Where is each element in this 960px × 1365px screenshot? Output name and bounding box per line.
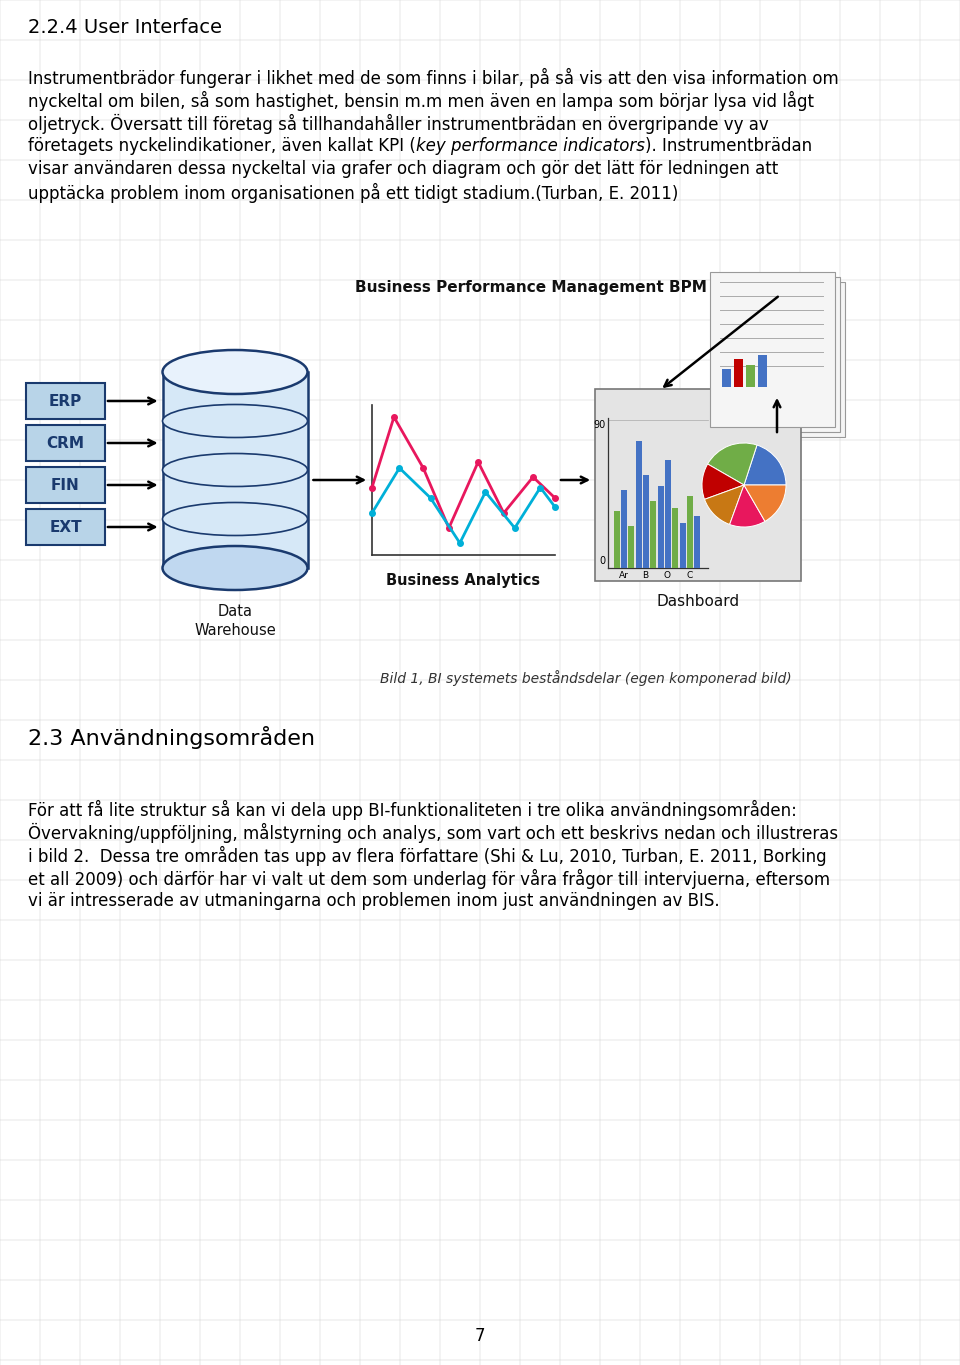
Wedge shape: [730, 485, 765, 527]
Wedge shape: [702, 464, 744, 500]
Text: 2.2.4 User Interface: 2.2.4 User Interface: [28, 18, 222, 37]
Ellipse shape: [162, 453, 307, 486]
Text: 7: 7: [475, 1327, 485, 1345]
Text: vi är intresserade av utmaningarna och problemen inom just användningen av BIS.: vi är intresserade av utmaningarna och p…: [28, 891, 720, 910]
Text: 2.3 Användningsområden: 2.3 Användningsområden: [28, 726, 315, 749]
Text: Bild 1, BI systemets beståndsdelar (egen komponerad bild): Bild 1, BI systemets beståndsdelar (egen…: [380, 670, 792, 687]
Ellipse shape: [162, 546, 307, 590]
Text: et all 2009) och därför har vi valt ut dem som underlag för våra frågor till int: et all 2009) och därför har vi valt ut d…: [28, 870, 830, 889]
Text: 0: 0: [600, 556, 606, 566]
Bar: [643, 475, 649, 568]
Text: CRM: CRM: [46, 435, 84, 450]
Wedge shape: [708, 444, 757, 485]
Text: oljetryck. Översatt till företag så tillhandahåller instrumentbrädan en övergrip: oljetryck. Översatt till företag så till…: [28, 115, 769, 134]
Ellipse shape: [162, 404, 307, 438]
Text: visar användaren dessa nyckeltal via grafer och diagram och gör det lätt för led: visar användaren dessa nyckeltal via gra…: [28, 160, 779, 177]
Bar: [614, 511, 620, 568]
Bar: [628, 526, 634, 568]
Ellipse shape: [162, 502, 307, 535]
Text: För att få lite struktur så kan vi dela upp BI-funktionaliteten i tre olika anvä: För att få lite struktur så kan vi dela …: [28, 800, 797, 820]
Text: Data
Warehouse: Data Warehouse: [194, 603, 276, 637]
Bar: [636, 441, 642, 568]
Bar: [758, 355, 767, 388]
Text: Ar: Ar: [618, 571, 629, 580]
Bar: [687, 495, 693, 568]
Ellipse shape: [162, 349, 307, 394]
Bar: [680, 523, 686, 568]
FancyBboxPatch shape: [26, 509, 105, 545]
Bar: [621, 490, 627, 568]
Text: key performance indicators: key performance indicators: [416, 136, 644, 156]
Text: i bild 2.  Dessa tre områden tas upp av flera författare (Shi & Lu, 2010, Turban: i bild 2. Dessa tre områden tas upp av f…: [28, 846, 827, 865]
Text: Business Performance Management BPM: Business Performance Management BPM: [355, 280, 707, 295]
Bar: [665, 460, 671, 568]
Bar: [694, 516, 700, 568]
Bar: [672, 508, 678, 568]
Bar: [734, 359, 743, 388]
Text: upptäcka problem inom organisationen på ett tidigt stadium.(Turban, E. 2011): upptäcka problem inom organisationen på …: [28, 183, 679, 203]
FancyBboxPatch shape: [715, 277, 840, 431]
Text: Dashboard: Dashboard: [657, 594, 739, 609]
Text: Instrumentbrädor fungerar i likhet med de som finns i bilar, på så vis att den v: Instrumentbrädor fungerar i likhet med d…: [28, 68, 839, 89]
Text: ERP: ERP: [49, 393, 83, 408]
Wedge shape: [744, 485, 786, 521]
Wedge shape: [744, 445, 786, 485]
Text: Övervakning/uppföljning, målstyrning och analys, som vart och ett beskrivs nedan: Övervakning/uppföljning, målstyrning och…: [28, 823, 838, 844]
Text: nyckeltal om bilen, så som hastighet, bensin m.m men även en lampa som börjar ly: nyckeltal om bilen, så som hastighet, be…: [28, 91, 814, 111]
FancyBboxPatch shape: [595, 389, 801, 581]
FancyBboxPatch shape: [720, 283, 845, 437]
Text: ). Instrumentbrädan: ). Instrumentbrädan: [644, 136, 812, 156]
Text: 90: 90: [593, 420, 606, 430]
Text: Business Analytics: Business Analytics: [387, 573, 540, 588]
Bar: [746, 364, 755, 388]
Text: C: C: [686, 571, 692, 580]
FancyBboxPatch shape: [710, 272, 835, 427]
Text: O: O: [664, 571, 671, 580]
Bar: [162, 373, 307, 568]
Text: EXT: EXT: [49, 520, 82, 535]
Wedge shape: [705, 485, 744, 524]
Bar: [722, 369, 731, 388]
FancyBboxPatch shape: [26, 425, 105, 461]
FancyBboxPatch shape: [26, 467, 105, 502]
Bar: [658, 486, 664, 568]
FancyBboxPatch shape: [26, 384, 105, 419]
Text: B: B: [642, 571, 649, 580]
Text: FIN: FIN: [51, 478, 80, 493]
Bar: [650, 501, 656, 568]
Text: företagets nyckelindikationer, även kallat KPI (: företagets nyckelindikationer, även kall…: [28, 136, 416, 156]
